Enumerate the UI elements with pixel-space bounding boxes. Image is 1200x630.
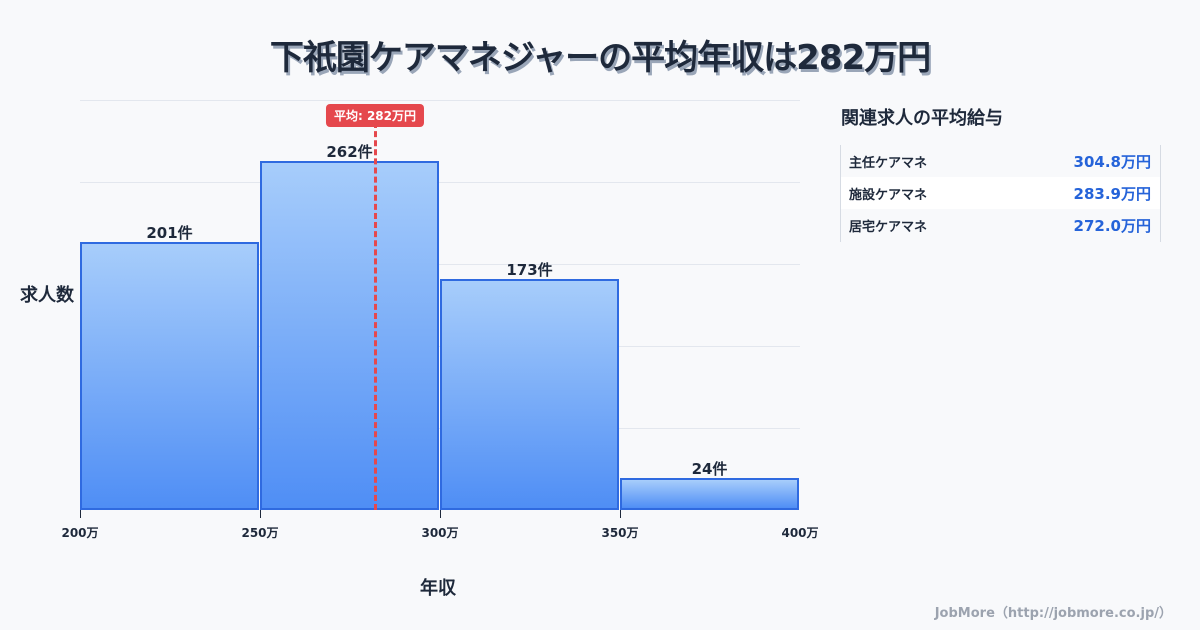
- x-tick-label: 300万: [421, 526, 459, 540]
- x-tick: [80, 510, 81, 518]
- histogram-bar: 24件: [620, 460, 799, 510]
- bar-value-label: 24件: [691, 460, 728, 478]
- x-tick-label: 400万: [781, 526, 819, 540]
- bar-value-label: 262件: [326, 143, 373, 161]
- job-salary: 304.8万円: [1073, 152, 1151, 171]
- related-salary-table: 主任ケアマネ 304.8万円 施設ケアマネ 283.9万円 居宅ケアマネ 272…: [840, 145, 1161, 242]
- bar-value-label: 173件: [506, 261, 553, 279]
- gridline: [80, 100, 800, 101]
- histogram-chart: 201件 262件 173件 24件 平均: 282万円: [80, 100, 800, 510]
- x-tick: [440, 510, 441, 518]
- related-salary-row: 居宅ケアマネ 272.0万円: [841, 209, 1160, 241]
- y-axis-label: 求人数: [20, 285, 74, 306]
- x-tick-label: 200万: [61, 526, 99, 540]
- footer-credit: JobMore（http://jobmore.co.jp/）: [934, 606, 1172, 621]
- job-salary: 272.0万円: [1073, 216, 1151, 235]
- related-salary-row: 施設ケアマネ 283.9万円: [841, 177, 1160, 209]
- job-salary: 283.9万円: [1073, 184, 1151, 203]
- average-badge: 平均: 282万円: [325, 104, 425, 127]
- histogram-bar: 173件: [440, 261, 619, 510]
- related-salary-title: 関連求人の平均給与: [841, 108, 1003, 129]
- job-name: 施設ケアマネ: [849, 187, 928, 203]
- job-name: 居宅ケアマネ: [849, 219, 928, 235]
- related-salary-row: 主任ケアマネ 304.8万円: [841, 145, 1160, 177]
- x-tick: [620, 510, 621, 518]
- gridline: [80, 264, 800, 265]
- bar-value-label: 201件: [146, 224, 193, 242]
- page-title: 下祇園ケアマネジャーの平均年収は282万円: [269, 38, 931, 78]
- average-line: [374, 122, 377, 510]
- x-axis: [80, 510, 800, 520]
- x-axis-label: 年収: [420, 578, 456, 599]
- x-tick-label: 250万: [241, 526, 279, 540]
- x-tick-label: 350万: [601, 526, 639, 540]
- x-tick: [260, 510, 261, 518]
- histogram-bar: 262件: [260, 143, 439, 510]
- gridline: [80, 182, 800, 183]
- histogram-bar: 201件: [80, 224, 259, 510]
- job-name: 主任ケアマネ: [849, 155, 928, 171]
